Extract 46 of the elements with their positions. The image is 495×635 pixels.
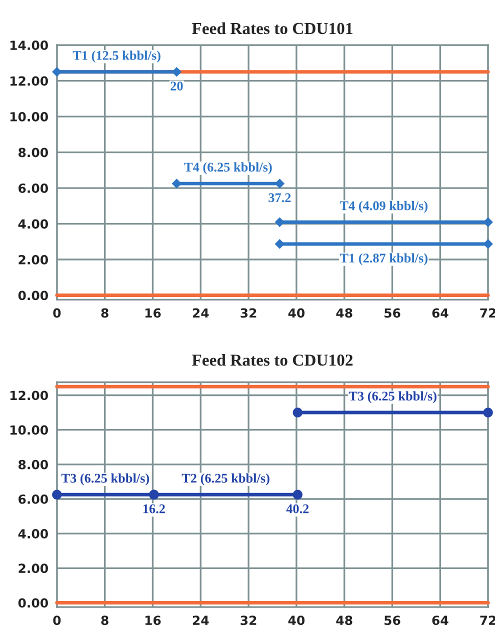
y-tick-label: 14.00 — [10, 40, 48, 50]
x-tick-label: 0 — [53, 308, 61, 318]
annotation: 40.2 — [286, 504, 309, 514]
series-label: T4 (4.09 kbbl/s) — [340, 200, 428, 213]
x-tick-label: 40 — [288, 308, 305, 318]
y-tick-label: 2.00 — [18, 564, 48, 574]
x-tick-label: 56 — [384, 616, 400, 626]
annotation: 37.2 — [268, 193, 291, 202]
x-tick-label: 56 — [384, 308, 400, 318]
series-label: T1 (2.87 kbbl/s) — [340, 253, 428, 266]
y-tick-label: 0.00 — [18, 290, 48, 300]
x-tick-label: 16 — [145, 616, 161, 626]
y-tick-label: 2.00 — [18, 254, 48, 264]
y-tick-label: 12.00 — [10, 390, 48, 400]
y-tick-label: 6.00 — [18, 494, 48, 504]
y-tick-label: 4.00 — [18, 219, 48, 229]
series-label: T1 (12.5 kbbl/s) — [72, 50, 160, 63]
x-tick-label: 8 — [101, 308, 108, 318]
series-label: T2 (6.25 kbbl/s) — [182, 473, 270, 486]
annotation: 16.2 — [143, 504, 165, 514]
series-label: T3 (6.25 kbbl/s) — [61, 473, 150, 486]
x-tick-label: 64 — [432, 308, 448, 318]
series-label: T3 (6.25 kbbl/s) — [348, 391, 436, 404]
y-tick-label: 12.00 — [10, 76, 48, 86]
x-tick-label: 24 — [192, 308, 209, 318]
x-tick-label: 8 — [101, 616, 108, 626]
series-label: T4 (6.25 kbbl/s) — [184, 162, 272, 174]
x-tick-label: 0 — [53, 616, 61, 626]
x-tick-label: 16 — [145, 308, 161, 318]
y-tick-label: 10.00 — [10, 112, 48, 122]
annotation: 20 — [170, 82, 183, 90]
y-tick-label: 8.00 — [18, 148, 48, 158]
x-tick-label: 48 — [336, 308, 352, 318]
y-tick-label: 8.00 — [18, 460, 48, 470]
x-tick-label: 48 — [336, 616, 352, 626]
x-tick-label: 32 — [240, 308, 256, 318]
x-tick-label: 64 — [432, 616, 448, 626]
x-tick-label: 32 — [240, 616, 256, 626]
x-tick-label: 40 — [288, 616, 305, 626]
y-tick-label: 4.00 — [18, 529, 48, 538]
y-tick-label: 0.00 — [18, 598, 48, 608]
chart-title: Feed Rates to CDU102 — [192, 354, 353, 366]
chart-title: Feed Rates to CDU101 — [192, 22, 352, 34]
y-tick-label: 10.00 — [10, 425, 48, 435]
x-tick-label: 24 — [192, 616, 209, 625]
y-tick-label: 6.00 — [18, 184, 48, 193]
